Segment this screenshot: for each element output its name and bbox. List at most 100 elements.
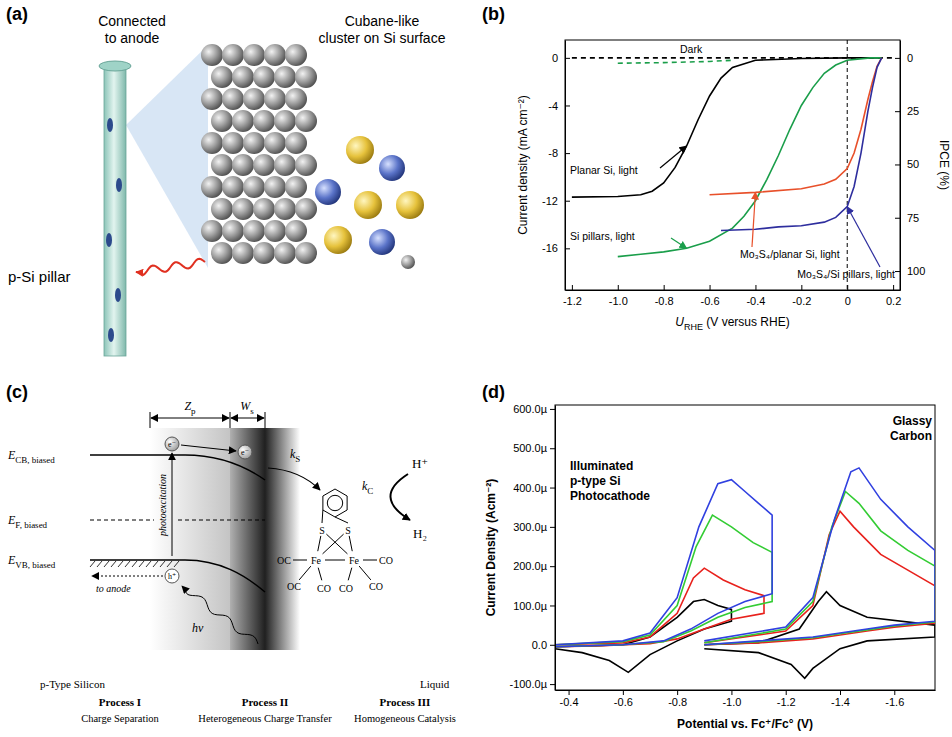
tick-mark	[895, 271, 900, 272]
tick-mark	[755, 285, 756, 290]
si-atom	[243, 44, 265, 66]
series-label: Si pillars, light	[570, 230, 635, 242]
anode-arrow	[92, 576, 163, 577]
atom-label: OC	[277, 555, 291, 566]
si-atom	[232, 242, 254, 264]
hatch	[97, 561, 102, 567]
label: kC	[362, 479, 373, 496]
tick: -1.0	[609, 285, 628, 307]
hatch	[146, 561, 151, 567]
si-atom	[201, 220, 223, 242]
label: p-Type Silicon	[40, 678, 105, 690]
benzene-ring	[323, 489, 347, 517]
label: Process III	[380, 696, 431, 708]
panel-a: Connectedto anodeCubane-likecluster on S…	[8, 13, 446, 356]
electron	[238, 445, 252, 459]
tick-mark	[895, 218, 900, 219]
tick: -0.6	[614, 690, 633, 708]
si-atom	[264, 44, 286, 66]
label: Liquid	[420, 678, 450, 690]
tick-mark	[550, 566, 555, 567]
tick-mark	[677, 690, 678, 695]
tick: 0	[895, 52, 913, 64]
si-atom	[253, 242, 275, 264]
tick-mark	[847, 285, 848, 290]
tick-label: -0.8	[668, 696, 687, 708]
series-label: Planar Si, light	[570, 164, 638, 176]
label: H₂	[413, 526, 427, 541]
tick-label: 300.0µ	[513, 521, 548, 533]
atom-label: CO	[379, 555, 393, 566]
label: Homogeneous Catalysis	[354, 713, 456, 724]
tick-mark	[893, 285, 894, 290]
atom-label: CO	[339, 583, 353, 594]
hatch	[174, 561, 179, 567]
panel-b: -1.2-1.0-0.8-0.6-0.4-0.200.20-4-8-12-160…	[516, 40, 951, 332]
tick-mark	[840, 690, 841, 695]
tick-mark	[569, 690, 570, 695]
hatch	[104, 561, 109, 567]
y-axis: 0-4-8-12-16	[542, 41, 570, 291]
si-atom	[243, 176, 265, 198]
bond	[348, 568, 352, 581]
tick: 600.0µ	[513, 403, 555, 415]
tick: 200.0µ	[513, 560, 555, 572]
tick-mark	[550, 488, 555, 489]
bond	[349, 536, 352, 551]
tick-label: 0	[552, 52, 558, 64]
fermi-level	[178, 520, 265, 521]
s-atom	[324, 226, 352, 254]
aromatic-ring	[327, 495, 342, 510]
label-rest: (V versus RHE)	[703, 315, 790, 329]
tick: -0.6	[701, 285, 720, 307]
label: kS	[290, 447, 300, 464]
data-line	[572, 58, 882, 197]
energy-label: EVB, biased	[7, 553, 56, 570]
tick: -0.4	[746, 285, 765, 307]
tick-mark	[623, 690, 624, 695]
hole-label: h⁺	[168, 572, 176, 581]
panel-d: -0.4-0.6-0.8-1.0-1.2-1.4-1.6-100.0µ0.010…	[484, 403, 936, 731]
tick-mark	[894, 690, 895, 695]
space-charge	[230, 428, 265, 650]
tick-mark	[895, 164, 900, 165]
label: Process I	[99, 696, 141, 708]
tick-mark	[895, 111, 900, 112]
tick-mark	[895, 58, 900, 59]
atom-label: Fe	[349, 555, 360, 566]
leader-arrow	[752, 192, 755, 247]
tick-mark	[550, 448, 555, 449]
si-atom	[201, 176, 223, 198]
electron-label: e⁻	[241, 448, 249, 457]
si-atom	[211, 154, 233, 176]
tick-label: -1.0	[722, 696, 741, 708]
si-atom	[295, 154, 317, 176]
y-axis: -100.0µ0.0100.0µ200.0µ300.0µ400.0µ500.0µ…	[509, 403, 555, 691]
x-axis: -0.4-0.6-0.8-1.0-1.2-1.4-1.6	[556, 690, 936, 708]
annotation: Illuminated	[570, 459, 633, 473]
leader-arrow	[671, 238, 687, 248]
atom-label: CO	[317, 583, 331, 594]
si-atom	[232, 154, 254, 176]
tick-label: 100.0µ	[513, 600, 548, 612]
conduction-band	[90, 455, 265, 480]
si-atom	[201, 88, 223, 110]
si-atom	[295, 66, 317, 88]
tick: -0.2	[792, 285, 811, 307]
tick: -1.0	[722, 690, 741, 708]
si-atom	[274, 110, 296, 132]
data-line	[704, 468, 935, 645]
interface	[265, 428, 300, 650]
view-cone	[126, 45, 208, 268]
si-atom	[211, 66, 233, 88]
label: Charge Separation	[81, 713, 159, 724]
hatch	[118, 561, 123, 567]
si-atom	[285, 176, 307, 198]
si-atom	[253, 66, 275, 88]
si-atom	[243, 88, 265, 110]
tick: -12	[542, 195, 570, 207]
label: to anode	[105, 30, 160, 46]
tick-label: -1.4	[831, 696, 850, 708]
hatch	[167, 561, 172, 567]
tick-label: 200.0µ	[513, 560, 548, 572]
